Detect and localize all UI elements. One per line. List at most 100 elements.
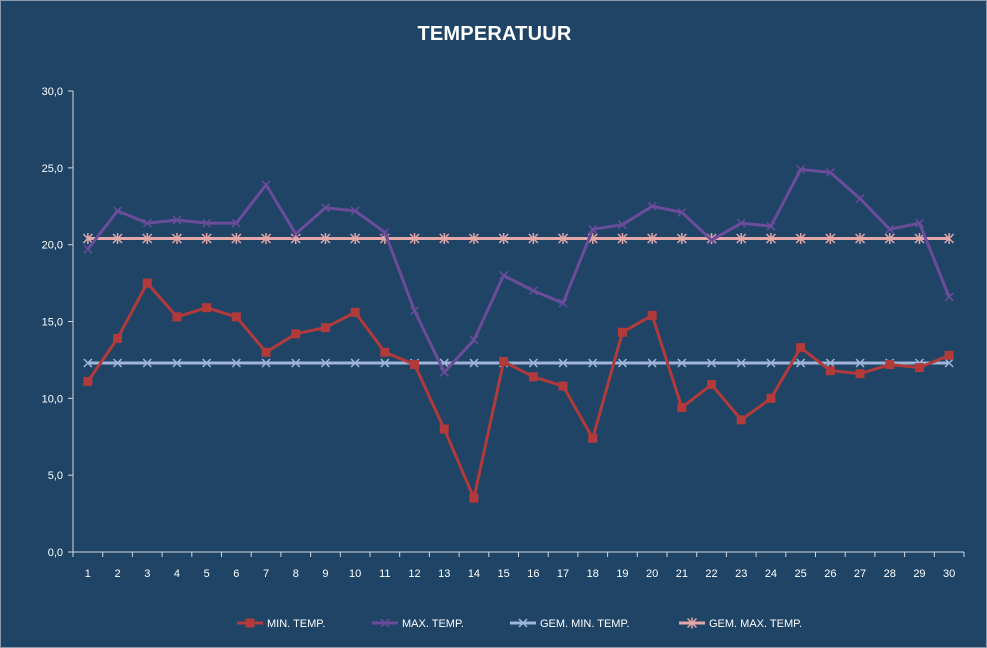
data-point: [83, 358, 93, 368]
data-point: [736, 218, 746, 228]
data-point: [558, 298, 568, 308]
series-line: [86, 281, 950, 500]
data-point: [409, 233, 420, 245]
data-point: [528, 286, 538, 296]
y-tick-label: 15,0: [42, 317, 63, 329]
x-tick-label: 16: [527, 568, 539, 580]
x-tick-label: 8: [293, 568, 299, 580]
data-point: [142, 218, 152, 228]
x-tick-label: 23: [735, 568, 747, 580]
x-tick-label: 7: [263, 568, 269, 580]
data-point: [825, 366, 835, 376]
x-tick-label: 17: [557, 568, 569, 580]
y-tick-label: 5,0: [48, 470, 63, 482]
data-point: [202, 358, 212, 368]
data-point: [558, 233, 569, 245]
chart-title: TEMPERATUUR: [417, 23, 572, 45]
data-point: [142, 278, 152, 288]
data-point: [231, 312, 241, 322]
data-point: [380, 227, 390, 237]
x-tick-label: 12: [408, 568, 420, 580]
data-point: [855, 369, 865, 379]
data-point: [944, 233, 955, 245]
legend-label: GEM. MIN. TEMP.: [540, 618, 629, 630]
data-point: [944, 350, 954, 360]
data-point: [231, 233, 242, 245]
data-point: [291, 329, 301, 339]
x-tick-label: 6: [233, 568, 239, 580]
legend-marker: [686, 617, 698, 629]
x-tick-label: 13: [438, 568, 450, 580]
data-point: [231, 218, 241, 228]
data-point: [528, 358, 538, 368]
data-point: [617, 358, 627, 368]
legend-item: GEM. MIN. TEMP.: [510, 618, 629, 630]
data-point: [439, 424, 449, 434]
x-tick-label: 22: [705, 568, 717, 580]
data-point: [736, 358, 746, 368]
data-point: [82, 233, 93, 245]
data-point: [439, 367, 449, 377]
x-tick-label: 24: [765, 568, 777, 580]
data-point: [766, 221, 776, 231]
series-max-temp: [83, 164, 954, 377]
data-point: [350, 206, 360, 216]
data-point: [617, 233, 628, 245]
legend-item: MIN. TEMP.: [237, 618, 325, 630]
series-line: [86, 167, 951, 374]
data-point: [736, 233, 747, 245]
data-point: [439, 233, 450, 245]
data-point: [350, 307, 360, 317]
data-point: [796, 343, 806, 353]
data-point: [380, 358, 390, 368]
data-point: [261, 180, 271, 190]
data-point: [677, 403, 687, 413]
data-point: [469, 493, 479, 503]
legend-item: MAX. TEMP.: [372, 618, 464, 630]
data-point: [469, 358, 479, 368]
data-point: [320, 323, 330, 333]
data-point: [676, 233, 687, 245]
data-point: [202, 303, 212, 313]
x-tick-label: 28: [884, 568, 896, 580]
data-point: [647, 358, 657, 368]
x-tick-label: 3: [144, 568, 150, 580]
x-tick-label: 19: [616, 568, 628, 580]
data-point: [201, 233, 212, 245]
data-point: [825, 233, 836, 245]
data-point: [617, 327, 627, 337]
data-point: [172, 358, 182, 368]
data-point: [736, 415, 746, 425]
data-point: [380, 347, 390, 357]
y-tick-label: 25,0: [42, 163, 63, 175]
data-point: [766, 358, 776, 368]
x-tick-label: 18: [587, 568, 599, 580]
data-point: [795, 233, 806, 245]
data-point: [884, 233, 895, 245]
data-point: [707, 235, 717, 245]
data-point: [112, 233, 123, 245]
data-point: [647, 233, 658, 245]
data-point: [320, 233, 331, 245]
x-tick-label: 4: [174, 568, 180, 580]
data-point: [83, 376, 93, 386]
data-point: [468, 233, 479, 245]
x-tick-label: 29: [913, 568, 925, 580]
x-tick-label: 10: [349, 568, 361, 580]
legend-marker: [518, 618, 528, 628]
series-gem-max-temp: [82, 233, 955, 245]
data-point: [588, 224, 598, 234]
data-point: [172, 312, 182, 322]
legend-marker: [380, 618, 390, 628]
data-point: [113, 206, 123, 216]
data-point: [707, 358, 717, 368]
data-point: [914, 218, 924, 228]
x-tick-label: 11: [379, 568, 390, 580]
data-point: [677, 207, 687, 217]
data-point: [914, 363, 924, 373]
x-tick-label: 30: [943, 568, 955, 580]
data-point: [498, 233, 509, 245]
data-point: [944, 358, 954, 368]
data-point: [172, 215, 182, 225]
